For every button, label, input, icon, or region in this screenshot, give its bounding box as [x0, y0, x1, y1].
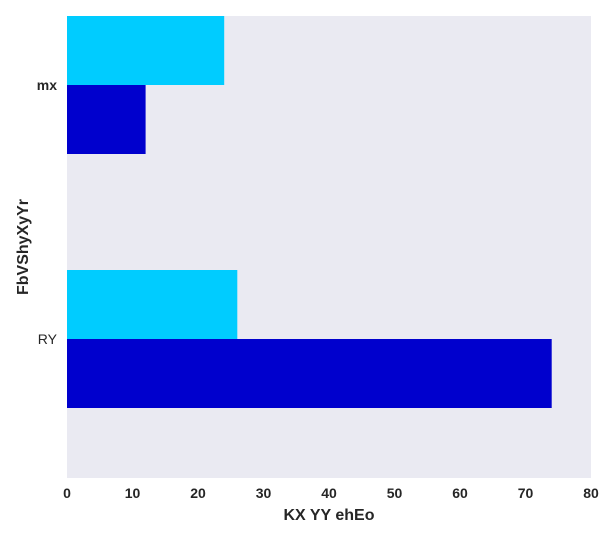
x-tick-label: 80 — [583, 485, 599, 501]
x-tick-label: 50 — [387, 485, 403, 501]
x-tick-label: 0 — [63, 485, 71, 501]
x-tick-label: 30 — [256, 485, 272, 501]
x-axis-title: KX YY ehEo — [284, 507, 375, 524]
x-tick-label: 40 — [321, 485, 337, 501]
y-tick-label: RY — [38, 331, 58, 347]
y-tick-label: mx — [37, 77, 57, 93]
x-tick-label: 60 — [452, 485, 468, 501]
bar-RY-series-1 — [67, 270, 238, 339]
bar-mx-series-2 — [67, 85, 146, 154]
x-tick-label: 70 — [518, 485, 534, 501]
x-tick-label: 10 — [125, 485, 141, 501]
x-tick-label: 20 — [190, 485, 206, 501]
bar-mx-series-1 — [67, 16, 225, 85]
x-axis-ticks: 0 10 20 30 40 50 60 70 80 — [63, 485, 599, 501]
bars-layer — [67, 16, 552, 408]
y-axis-ticks: mx RY — [37, 77, 58, 347]
y-axis-title: FbVShyXyYr — [15, 199, 32, 295]
bar-RY-series-2 — [67, 339, 552, 408]
